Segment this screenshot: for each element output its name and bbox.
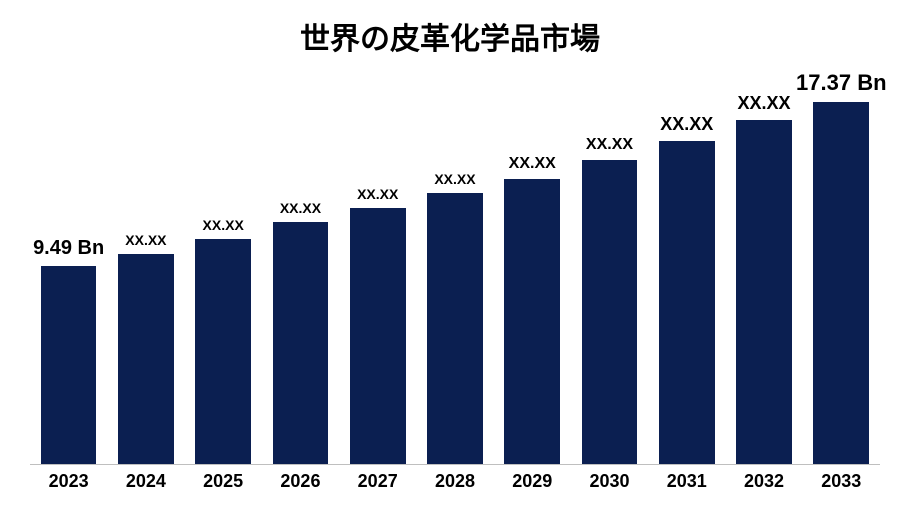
bar-slot: XX.XX: [185, 90, 262, 464]
x-axis-label: 2033: [803, 471, 880, 501]
x-axis-label: 2024: [107, 471, 184, 501]
bar-slot: 17.37 Bn: [803, 90, 880, 464]
bar: [41, 266, 97, 464]
market-bar-chart: 世界の皮革化学品市場 9.49 BnXX.XXXX.XXXX.XXXX.XXXX…: [0, 0, 900, 525]
bar-slot: XX.XX: [339, 90, 416, 464]
bar: [736, 120, 792, 464]
x-axis-label: 2025: [185, 471, 262, 501]
x-axis-label: 2029: [494, 471, 571, 501]
bar: [427, 193, 483, 464]
bar-slot: XX.XX: [416, 90, 493, 464]
x-axis-labels: 2023202420252026202720282029203020312032…: [30, 471, 880, 501]
bar: [118, 254, 174, 464]
x-axis-label: 2027: [339, 471, 416, 501]
x-axis-label: 2030: [571, 471, 648, 501]
x-axis-label: 2032: [725, 471, 802, 501]
bar-slot: XX.XX: [262, 90, 339, 464]
plot-area: 9.49 BnXX.XXXX.XXXX.XXXX.XXXX.XXXX.XXXX.…: [30, 90, 880, 465]
bar: [813, 102, 869, 464]
bar: [504, 179, 560, 464]
chart-title: 世界の皮革化学品市場: [0, 14, 900, 58]
bar-slot: XX.XX: [725, 90, 802, 464]
bar-value-label: 17.37 Bn: [764, 70, 900, 96]
x-axis-label: 2026: [262, 471, 339, 501]
x-axis-label: 2023: [30, 471, 107, 501]
bar-slot: XX.XX: [648, 90, 725, 464]
bar: [273, 222, 329, 464]
bar-slot: XX.XX: [107, 90, 184, 464]
bar: [582, 160, 638, 464]
x-axis-label: 2031: [648, 471, 725, 501]
bar: [350, 208, 406, 464]
bar: [195, 239, 251, 464]
bar-slot: 9.49 Bn: [30, 90, 107, 464]
x-axis-label: 2028: [416, 471, 493, 501]
bar: [659, 141, 715, 464]
bar-slot: XX.XX: [571, 90, 648, 464]
